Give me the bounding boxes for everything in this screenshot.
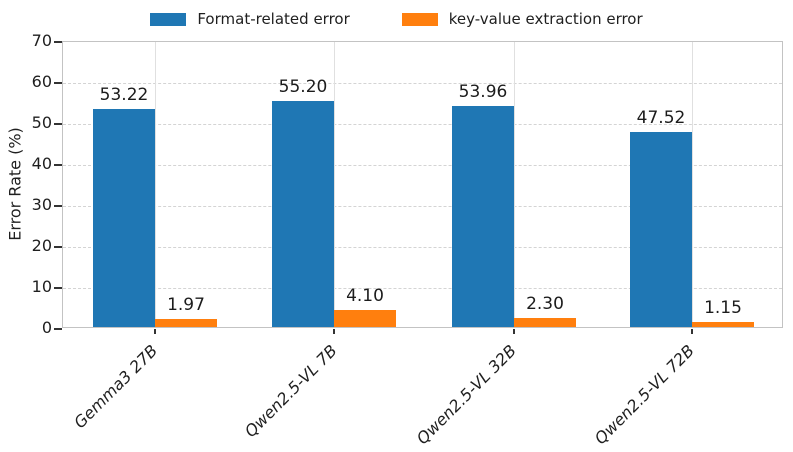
y-tick-label-10: 10 <box>31 277 52 296</box>
y-tick-label-70: 70 <box>31 31 52 50</box>
y-tick-label-40: 40 <box>31 154 52 173</box>
y-tick-mark-70 <box>54 41 62 43</box>
chart-legend: Format-related error key-value extractio… <box>0 10 793 28</box>
bar-kv-error-0 <box>155 318 217 327</box>
x-tick-mark-2 <box>513 329 515 334</box>
bar-format-error-1 <box>272 100 334 327</box>
vertical-gridline-0 <box>154 42 156 327</box>
vertical-gridline-3 <box>691 42 693 327</box>
horizontal-gridline-20 <box>63 247 782 248</box>
bar-value-label-format-error-0: 53.22 <box>99 84 149 105</box>
y-tick-mark-0 <box>54 328 62 330</box>
x-tick-label-0: Gemma3 27B <box>70 341 162 433</box>
legend-label-key-value-extraction-error: key-value extraction error <box>448 10 643 28</box>
legend-item-format-related-error: Format-related error <box>150 10 350 28</box>
y-tick-label-30: 30 <box>31 195 52 214</box>
bar-value-label-kv-error-1: 4.10 <box>346 286 384 307</box>
y-tick-label-20: 20 <box>31 236 52 255</box>
bar-kv-error-2 <box>514 317 576 327</box>
bar-format-error-2 <box>452 105 514 327</box>
horizontal-gridline-30 <box>63 206 782 207</box>
bar-format-error-0 <box>93 108 155 327</box>
bar-value-label-format-error-1: 55.20 <box>278 76 328 97</box>
y-tick-label-0: 0 <box>41 318 52 337</box>
legend-item-key-value-extraction-error: key-value extraction error <box>401 10 643 28</box>
bar-value-label-kv-error-2: 2.30 <box>526 293 564 314</box>
bar-value-label-kv-error-0: 1.97 <box>167 294 205 315</box>
vertical-gridline-1 <box>333 42 335 327</box>
legend-swatch-key-value-extraction-error <box>401 12 438 26</box>
legend-label-format-related-error: Format-related error <box>197 10 350 28</box>
y-tick-mark-10 <box>54 287 62 289</box>
y-tick-mark-30 <box>54 205 62 207</box>
bar-value-label-format-error-3: 47.52 <box>636 108 686 129</box>
bar-kv-error-3 <box>692 322 754 327</box>
vertical-gridline-2 <box>513 42 515 327</box>
legend-swatch-format-related-error <box>150 12 187 26</box>
y-tick-mark-40 <box>54 164 62 166</box>
horizontal-gridline-10 <box>63 288 782 289</box>
horizontal-gridline-60 <box>63 83 782 84</box>
x-tick-mark-3 <box>691 329 693 334</box>
horizontal-gridline-40 <box>63 165 782 166</box>
y-tick-mark-20 <box>54 246 62 248</box>
y-tick-mark-50 <box>54 123 62 125</box>
x-tick-label-3: Qwen2.5-VL 72B <box>591 341 699 449</box>
x-tick-label-1: Qwen2.5-VL 7B <box>240 341 341 441</box>
x-tick-label-2: Qwen2.5-VL 32B <box>413 341 521 449</box>
y-tick-label-50: 50 <box>31 113 52 132</box>
bar-value-label-format-error-2: 53.96 <box>458 81 508 102</box>
bar-value-label-kv-error-3: 1.15 <box>704 298 742 319</box>
horizontal-gridline-50 <box>63 124 782 125</box>
y-axis-title: Error Rate (%) <box>5 127 25 241</box>
plot-area: 53.22 1.97 55.20 4.10 53.96 2.30 47.52 1.15 <box>54 41 783 334</box>
x-tick-mark-1 <box>333 329 335 334</box>
x-tick-mark-0 <box>154 329 156 334</box>
y-tick-mark-60 <box>54 82 62 84</box>
y-tick-label-60: 60 <box>31 72 52 91</box>
bar-kv-error-1 <box>334 310 396 327</box>
bar-format-error-3 <box>630 132 692 327</box>
